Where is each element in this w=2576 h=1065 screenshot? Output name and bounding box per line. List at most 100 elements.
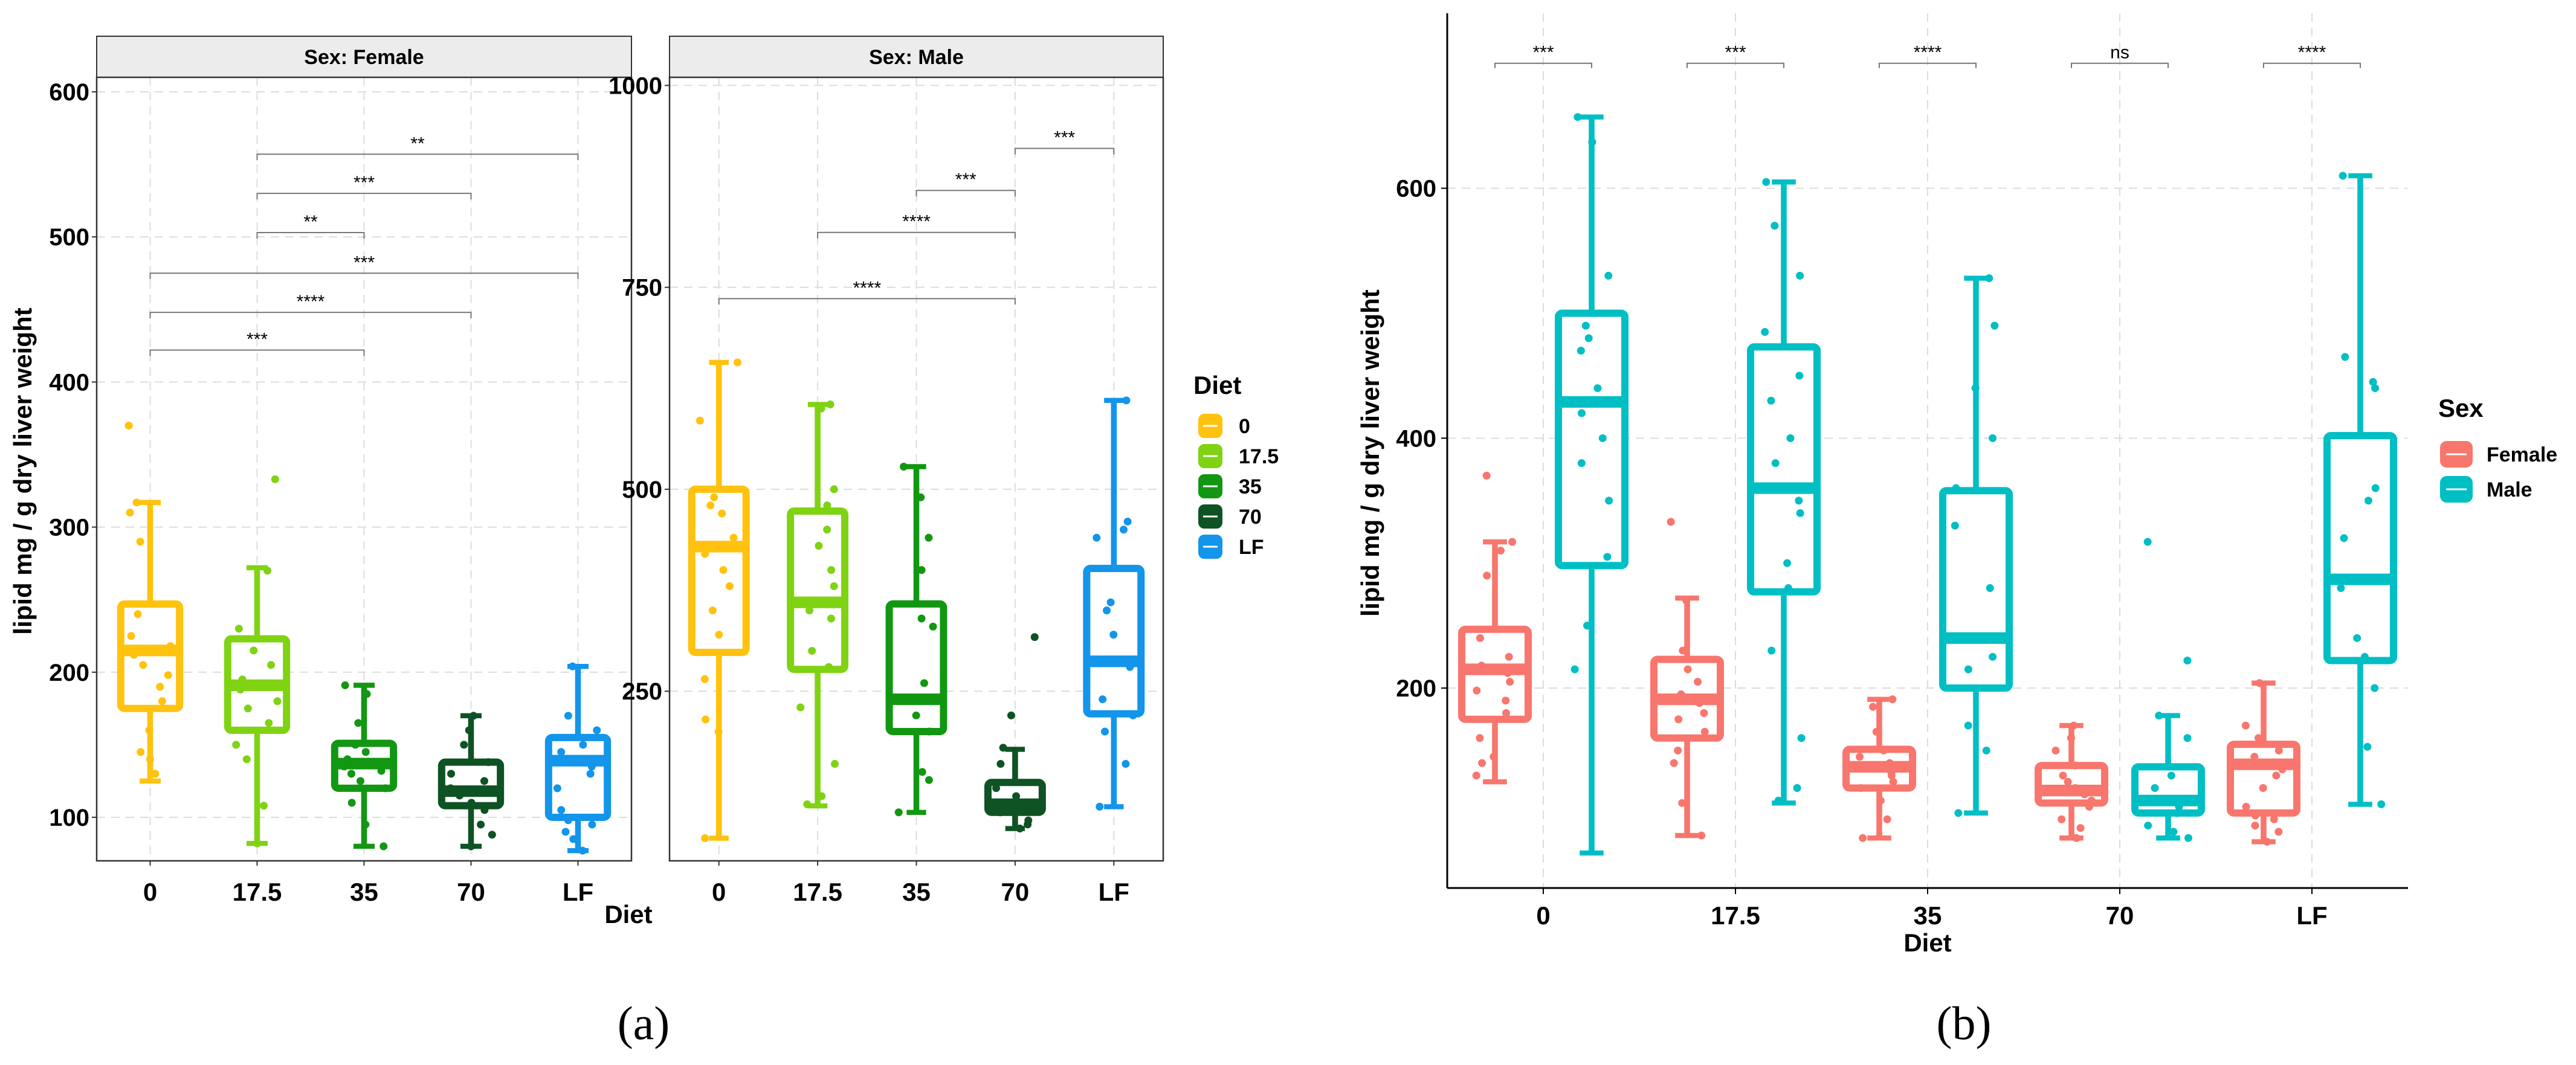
sex-male-diet-0-point	[1574, 113, 1582, 121]
sex-male-diet-70-point	[2155, 712, 2163, 720]
legend-label-female: Female	[2487, 443, 2557, 466]
sex-female-diet-lf-point	[2241, 721, 2250, 730]
facet1-diet-17-5-box	[787, 507, 849, 674]
sex-female-diet-0-point	[1503, 669, 1512, 677]
sex-female-diet-lf-point	[2255, 679, 2264, 687]
sex-female-diet-17-5-point	[1670, 759, 1678, 767]
sex-female-diet-17-5-point	[1682, 596, 1691, 605]
facet1-diet-70-point	[1026, 800, 1035, 808]
facet0-diet-70-point	[447, 770, 456, 778]
facet-strip-label: Sex: Male	[869, 46, 964, 69]
y-tick-label: 100	[49, 805, 89, 831]
facet1-diet-17-5-point	[825, 663, 833, 671]
facet1-diet-17-5-point	[808, 646, 816, 655]
sex-male-diet-70-point	[2173, 809, 2181, 817]
facet0-diet-70-point	[468, 787, 477, 796]
facet0-diet-17-5-point	[234, 625, 243, 633]
x-tick-label: 17.5	[233, 878, 282, 906]
facet0-diet-0-point	[158, 697, 166, 706]
facet0-diet-17-5-point	[236, 686, 245, 694]
x-tick-label: 35	[350, 878, 378, 906]
x-tick-label: LF	[1099, 878, 1129, 906]
sex-female-diet-lf-point	[2242, 803, 2250, 811]
legend-title: Sex	[2438, 394, 2484, 422]
sex-male-diet-17-5-point	[1796, 271, 1804, 280]
facet0-diet-0-point	[132, 498, 141, 507]
sex-male-diet-35-point	[1952, 484, 1960, 492]
sex-female-diet-0-point	[1502, 697, 1510, 705]
sex-male-diet-0-point	[1583, 622, 1592, 630]
sex-female-diet-35-point	[1883, 815, 1891, 823]
sex-female-diet-35-point	[1888, 695, 1897, 704]
sex-male-diet-17-5-point	[1762, 178, 1771, 186]
sex-female-diet-17-5-point	[1694, 678, 1702, 686]
sex-female-diet-35-point	[1859, 834, 1867, 842]
sex-female-diet-0-point	[1482, 471, 1491, 480]
facet0-diet-17-5-point	[266, 683, 275, 691]
x-tick-label: 35	[1914, 901, 1942, 930]
y-tick-label: 200	[49, 660, 89, 686]
facet0-diet-35-point	[357, 777, 365, 785]
facet0-diet-0-point	[139, 661, 147, 669]
sex-female-diet-70-point	[2064, 777, 2072, 786]
sex-female-diet-35-point	[1869, 703, 1877, 711]
sex-male-diet-35-point	[1951, 521, 1959, 530]
y-axis-title: lipid mg / g dry liver weight	[1356, 289, 1384, 616]
facet0-diet-0-point	[151, 770, 160, 778]
facet1-diet-70-point	[992, 784, 1001, 793]
sex-male-diet-17-5-point	[1767, 396, 1775, 405]
y-tick-label: 200	[1396, 675, 1436, 702]
facet0-diet-lf-point	[593, 726, 601, 735]
sex-male-diet-35-point	[1982, 746, 1990, 755]
sex-female-diet-0-point	[1476, 634, 1484, 642]
facet1-diet-70-point	[1012, 792, 1021, 800]
sex-male-diet-35-point	[1954, 809, 1963, 817]
facet0-diet-35-point	[361, 820, 370, 829]
facet1-diet-70-point	[996, 808, 1004, 817]
facet1-diet-0-point	[718, 509, 726, 518]
sex-male-diet-35-point	[1990, 321, 1999, 330]
sex-female-diet-35-point	[1879, 746, 1888, 755]
sex-female-diet-0-point	[1496, 546, 1505, 555]
sex-female-diet-0-point	[1483, 571, 1491, 580]
sex-female-diet-17-5-point	[1700, 727, 1709, 736]
comparison-bracket	[915, 190, 1016, 197]
sex-male-diet-70-point	[2169, 828, 2178, 836]
comparison-bracket	[1014, 147, 1115, 155]
sex-female-diet-70-point	[2080, 790, 2089, 799]
facet1-diet-lf-point	[1103, 606, 1111, 614]
facet1-diet-35-point	[917, 614, 926, 623]
facet0-diet-lf-point	[587, 762, 596, 771]
y-tick-label: 600	[1396, 176, 1436, 202]
facet1-diet-17-5-point	[827, 566, 836, 574]
comparison-label: ns	[2110, 43, 2129, 63]
facet1-diet-0-point	[702, 715, 710, 724]
facet1-diet-35-point	[918, 768, 926, 776]
sex-female-diet-17-5-point	[1700, 709, 1708, 717]
y-tick-label: 600	[49, 79, 89, 106]
sex-male-diet-17-5-point	[1784, 584, 1792, 593]
comparison-bracket	[2071, 62, 2169, 68]
comparison-bracket	[817, 231, 1016, 239]
sex-male-diet-17-5-box	[1747, 343, 1821, 596]
x-tick-label: 0	[712, 878, 726, 906]
sex-female-diet-lf-box	[2227, 741, 2300, 817]
legend-label-70: 70	[1239, 506, 1262, 529]
sex-male-diet-35-point	[1964, 665, 1972, 674]
y-tick-label: 300	[49, 515, 89, 541]
facet0-diet-lf-point	[579, 741, 587, 749]
sex-female-diet-0-point	[1478, 759, 1487, 767]
facet0-diet-17-5-point	[267, 661, 276, 669]
facet0-diet-70-point	[484, 758, 492, 767]
facet0-diet-70-point	[467, 799, 476, 807]
facet1-diet-17-5-point	[803, 800, 812, 808]
sex-female-diet-17-5-point	[1674, 746, 1682, 755]
facet1-diet-0-point	[729, 533, 738, 542]
comparison-label: ***	[1532, 43, 1554, 63]
facet1-diet-0-point	[715, 631, 723, 639]
comparison-label: ***	[1725, 43, 1746, 63]
sex-female-diet-lf-point	[2250, 753, 2259, 761]
facet0-diet-17-5-point	[242, 755, 251, 764]
facet-strip-label: Sex: Female	[304, 46, 424, 69]
facet0-diet-17-5-point	[260, 802, 268, 810]
